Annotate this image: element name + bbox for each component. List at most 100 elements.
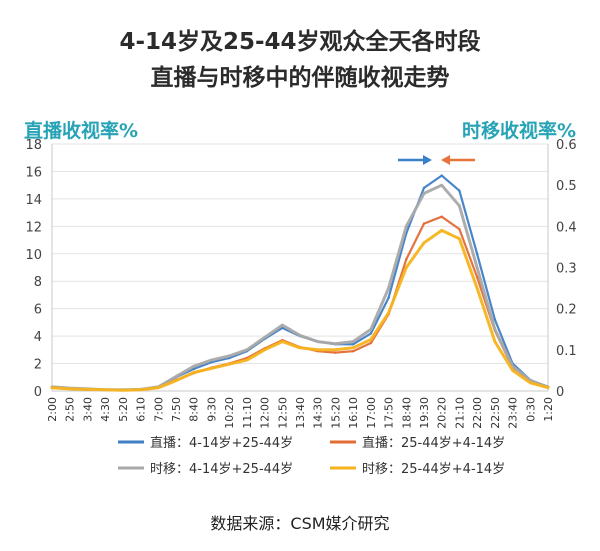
y-right-tick-label: 0.4: [556, 220, 577, 235]
x-tick-label: 15:20: [329, 397, 342, 429]
data-point: [369, 338, 373, 341]
chart-title-line1: 4-14岁及25-44岁观众全天各时段: [119, 29, 481, 55]
data-point: [174, 379, 178, 382]
data-point: [422, 192, 426, 195]
data-source-note: 数据来源：CSM媒介研究: [210, 514, 390, 533]
data-point: [405, 266, 408, 269]
data-point: [227, 363, 231, 366]
x-tick-label: 4:30: [99, 397, 112, 422]
y-left-tick-label: 10: [25, 248, 42, 263]
y-left-tick-label: 0: [34, 385, 42, 400]
data-point: [334, 351, 337, 354]
x-tick-label: 21:10: [453, 397, 466, 429]
data-point: [263, 348, 266, 351]
data-point: [475, 275, 479, 279]
data-point: [369, 332, 373, 335]
y-left-tick-label: 4: [34, 330, 42, 345]
x-tick-label: 22:00: [471, 397, 484, 429]
data-point: [86, 388, 89, 391]
data-point: [316, 348, 319, 351]
data-point: [192, 371, 195, 374]
x-tick-label: 5:20: [117, 397, 130, 422]
data-point: [458, 237, 461, 240]
chart-title-line2: 直播与时移中的伴随收视走势: [150, 65, 450, 91]
x-tick-label: 1:20: [542, 397, 555, 422]
x-tick-label: 3:40: [81, 397, 94, 422]
data-point: [511, 369, 514, 372]
data-point: [440, 174, 443, 177]
data-point: [369, 328, 373, 331]
timeshift-arrow-head: [441, 155, 450, 165]
data-point: [351, 350, 355, 353]
data-point: [192, 365, 195, 368]
data-point: [493, 328, 497, 331]
data-point: [493, 318, 497, 321]
x-tick-label: 8:40: [188, 397, 201, 422]
data-point: [422, 222, 426, 225]
x-tick-label: 9:30: [205, 397, 218, 422]
y-left-tick-label: 12: [25, 220, 42, 235]
data-point: [440, 184, 443, 187]
y-right-tick-label: 0.5: [556, 179, 577, 194]
x-tick-label: 2:50: [64, 397, 77, 422]
x-tick-label: 14:30: [312, 397, 325, 429]
y-right-tick-label: 0.3: [556, 262, 577, 277]
data-point: [475, 252, 479, 255]
data-point: [50, 386, 54, 389]
data-point: [210, 367, 213, 370]
series-line: [50, 183, 550, 392]
y-right-tick-label: 0.6: [556, 138, 577, 153]
data-point: [369, 341, 373, 345]
data-point: [351, 346, 355, 349]
x-tick-label: 12:00: [259, 397, 272, 429]
data-point: [227, 354, 231, 358]
x-tick-label: 0:30: [524, 397, 537, 422]
x-tick-label: 7:00: [152, 397, 165, 422]
y-left-tick-label: 2: [34, 358, 42, 373]
data-point: [422, 186, 426, 190]
x-tick-label: 20:20: [436, 397, 449, 429]
data-point: [157, 386, 160, 389]
data-point: [281, 323, 284, 327]
data-point: [458, 227, 461, 231]
data-point: [121, 389, 125, 392]
data-point: [334, 342, 337, 345]
data-point: [529, 381, 532, 384]
y-left-tick-label: 16: [25, 165, 42, 180]
data-point: [405, 225, 408, 228]
x-tick-label: 17:00: [365, 397, 378, 429]
legend-label: 直播：25-44岁+4-14岁: [362, 436, 505, 451]
data-point: [68, 387, 71, 391]
data-point: [475, 286, 479, 290]
x-tick-label: 7:50: [170, 397, 183, 422]
data-point: [458, 189, 461, 192]
data-point: [263, 336, 266, 339]
y-left-tick-label: 14: [25, 193, 42, 208]
data-point: [387, 311, 390, 314]
data-point: [475, 266, 479, 269]
x-tick-label: 16:10: [347, 397, 360, 429]
y-right-tick-label: 0.1: [556, 344, 577, 359]
legend-label: 时移：4-14岁+25-44岁: [150, 462, 293, 477]
data-point: [387, 296, 390, 299]
data-point: [192, 367, 195, 371]
y-left-tick-label: 6: [34, 303, 42, 318]
y-right-tick-label: 0.2: [556, 303, 577, 318]
y-left-tick-label: 8: [34, 275, 42, 290]
data-point: [334, 348, 337, 351]
data-point: [245, 358, 249, 362]
x-tick-label: 2:00: [46, 397, 59, 422]
x-tick-label: 12:50: [276, 397, 289, 429]
x-tick-label: 17:50: [383, 397, 396, 429]
data-point: [103, 388, 107, 391]
y-left-tick-label: 18: [25, 138, 42, 153]
legend-label: 时移：25-44岁+4-14岁: [362, 462, 505, 477]
data-point: [298, 334, 302, 337]
data-point: [174, 375, 178, 378]
data-point: [298, 346, 302, 349]
data-point: [245, 348, 249, 351]
data-point: [351, 340, 355, 343]
x-tick-label: 10:20: [223, 397, 236, 429]
data-point: [422, 241, 426, 244]
